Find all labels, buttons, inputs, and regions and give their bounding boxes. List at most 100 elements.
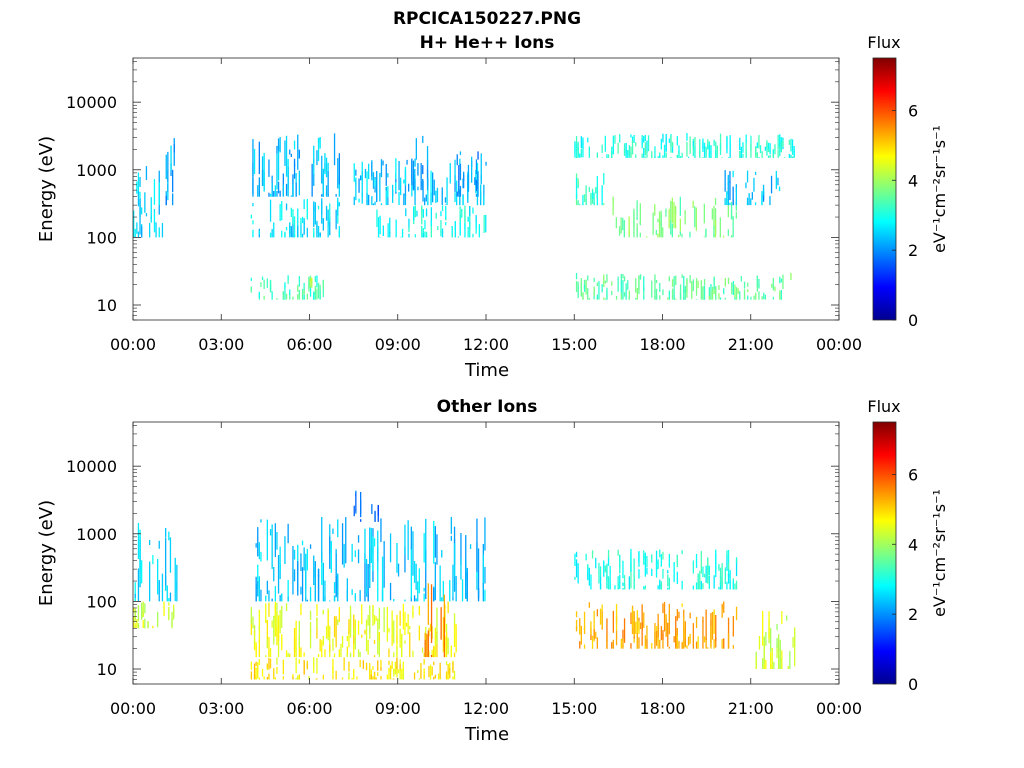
flux-bin [793,146,795,157]
flux-bin [289,289,291,296]
flux-bin [575,281,578,292]
flux-bin [756,152,758,158]
flux-bin [273,567,275,582]
flux-bin [388,628,390,633]
flux-bin [383,541,385,588]
flux-bin [627,280,629,290]
flux-bin [764,294,766,300]
flux-bin [472,207,474,214]
flux-bin [250,619,252,636]
flux-bin [770,175,773,194]
flux-bin [330,540,332,573]
flux-bin [133,210,135,238]
flux-bin [287,279,289,284]
flux-bin [601,185,603,206]
flux-bin [710,626,712,649]
flux-bin [579,153,581,158]
flux-bin [596,186,598,199]
flux-bin [303,652,305,657]
flux-bin [673,276,675,294]
flux-bin [606,287,608,300]
flux-bin [767,142,770,152]
flux-bin [153,208,156,213]
flux-bin [753,295,755,300]
flux-bin [297,134,299,170]
flux-bin [662,603,664,614]
flux-bin [309,544,312,549]
flux-bin [370,669,372,677]
flux-bin [402,664,404,680]
flux-bin [681,642,683,649]
flux-bin [703,285,706,300]
flux-bin [596,152,598,158]
flux-bin [595,187,597,194]
flux-bin [421,647,424,653]
flux-bin [434,526,436,558]
flux-bin [322,168,324,197]
flux-bin [745,139,747,156]
flux-bin [746,197,749,206]
flux-bin [319,233,321,237]
flux-bin [327,170,329,197]
flux-bin [593,192,595,206]
flux-bin [265,655,267,658]
flux-bin [628,216,630,236]
flux-bin [276,627,278,646]
flux-bin [734,297,736,300]
flux-bin [436,534,438,565]
x-tick-label: 12:00 [463,699,509,718]
flux-bin [779,639,781,669]
flux-bin [635,142,637,147]
flux-bin [396,646,398,658]
flux-bin [689,136,691,154]
flux-bin [284,231,286,238]
spectrogram-data [133,133,795,300]
flux-bin [587,275,589,281]
flux-bin [678,145,680,153]
flux-bin [454,221,456,238]
flux-bin [268,590,270,602]
flux-bin [719,217,721,238]
flux-bin [306,663,308,669]
flux-bin [676,609,678,621]
x-tick-label: 00:00 [816,699,862,718]
flux-bin [595,557,597,569]
flux-bin [345,517,347,564]
flux-bin [670,201,672,221]
flux-bin [708,287,710,298]
flux-bin [447,664,449,675]
flux-bin [603,173,605,185]
flux-bin [398,161,400,191]
flux-bin [430,224,432,238]
flux-bin [134,623,136,629]
flux-bin [689,231,691,238]
flux-bin [353,669,355,680]
flux-bin [729,135,731,148]
flux-bin [719,133,722,150]
flux-bin [646,567,648,575]
flux-bin [585,553,587,561]
flux-bin [311,163,313,197]
flux-bin [660,138,662,150]
colorbar-tick-label: 4 [908,535,918,554]
flux-bin [703,203,705,224]
flux-bin [466,572,468,602]
flux-bin [335,553,337,596]
flux-bin [341,635,344,648]
flux-bin [281,636,283,647]
flux-bin [365,662,368,671]
flux-bin [478,224,480,238]
flux-bin [137,568,140,602]
flux-bin [365,619,368,652]
flux-bin [630,134,632,138]
flux-bin [134,582,136,602]
flux-bin [596,297,598,300]
flux-bin [324,153,326,175]
flux-bin [601,144,603,154]
flux-bin [168,598,170,602]
flux-bin [412,605,414,619]
flux-bin [477,171,479,197]
flux-bin [295,647,297,658]
flux-bin [391,661,393,669]
flux-bin [754,202,757,206]
